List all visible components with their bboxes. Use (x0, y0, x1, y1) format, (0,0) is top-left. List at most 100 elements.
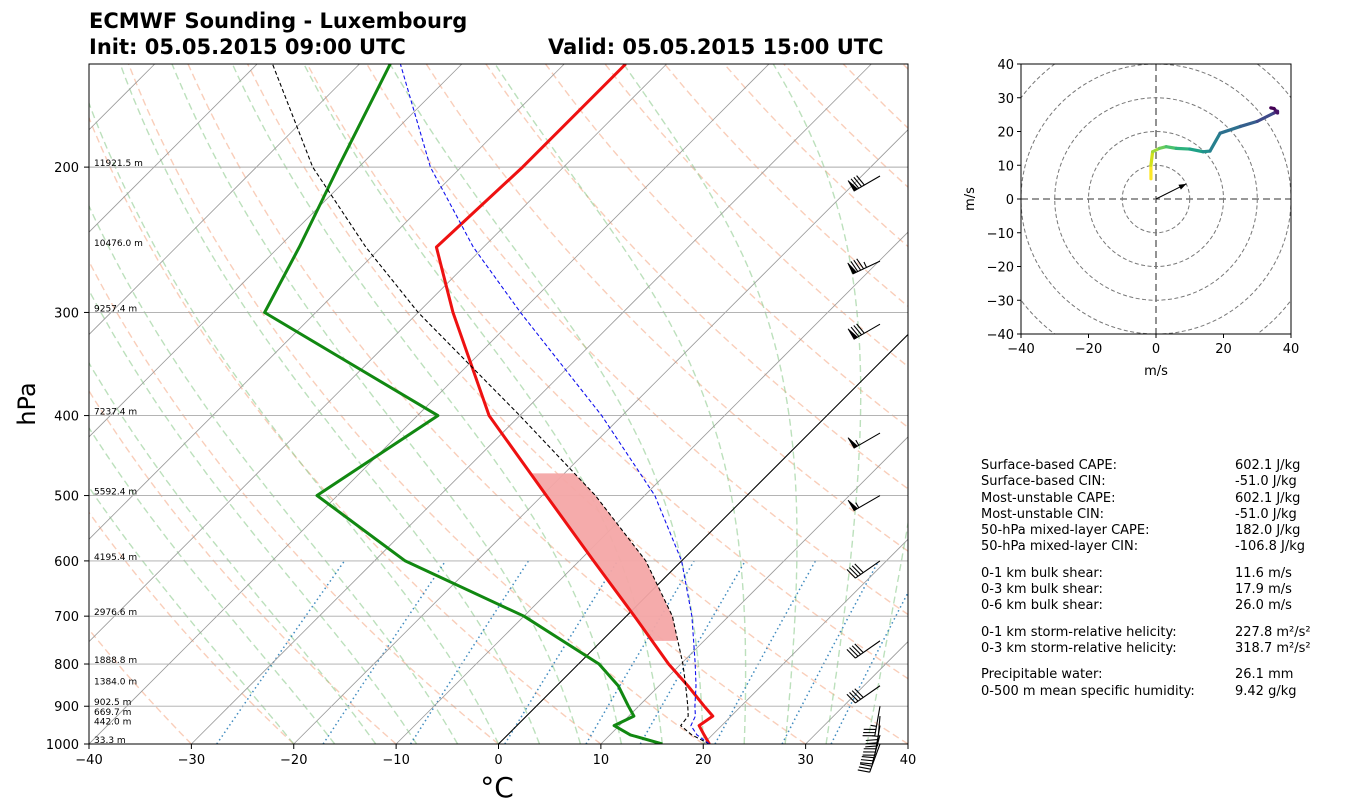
wind-barb (857, 743, 881, 773)
moist-adiabat (231, 64, 623, 744)
moist-adiabat (171, 64, 582, 744)
isotherm (191, 64, 872, 744)
barb-full (858, 766, 871, 770)
height-label: 669.7 m (94, 708, 131, 718)
barb-full (861, 755, 874, 759)
barb-full (850, 178, 860, 189)
height-label: 1888.8 m (94, 656, 137, 666)
stats-label: Precipitable water: (981, 667, 1103, 683)
barb-staff (853, 495, 881, 512)
chart-title: ECMWF Sounding - Luxembourg (89, 9, 468, 33)
zero-isotherm (498, 333, 908, 744)
hodograph-area (1021, 64, 1291, 334)
barb-flag (847, 499, 859, 512)
cape-area (530, 473, 678, 641)
hodograph-segment (1164, 145, 1178, 150)
barb-staff (874, 706, 881, 736)
hodo-y-tick-label: −10 (987, 227, 1014, 242)
stats-value: 602.1 J/kg (1235, 490, 1301, 506)
barb-flag (847, 437, 859, 449)
height-label: 10476.0 m (94, 239, 143, 249)
barb-full (865, 742, 878, 745)
moist-adiabat (866, 519, 908, 744)
barb-full (846, 569, 856, 579)
hodograph-segment (1269, 106, 1276, 111)
y-tick-label: 800 (54, 658, 79, 673)
stats-label: Most-unstable CAPE: (981, 490, 1116, 506)
x-tick-label: −20 (280, 753, 307, 768)
hodo-x-tick-label: 0 (1152, 342, 1160, 357)
barb-full (854, 563, 864, 573)
barb-staff (855, 640, 881, 659)
barb-full (860, 762, 873, 765)
barb-half (855, 439, 860, 446)
isotherm (89, 64, 565, 540)
y-tick-label: 900 (54, 700, 79, 715)
barb-full (856, 323, 865, 334)
height-label: 902.5 m (94, 698, 131, 708)
storm-motion-arrowhead (1178, 183, 1187, 190)
isotherm (89, 64, 258, 233)
barb-full (860, 759, 874, 762)
y-tick-label: 400 (54, 410, 79, 425)
stats-value: -106.8 J/kg (1235, 539, 1306, 555)
wind-barb (847, 258, 881, 275)
barb-full (865, 745, 878, 748)
height-label: 1384.0 m (94, 678, 137, 688)
x-tick-label: 20 (695, 753, 712, 768)
stats-value: 9.42 g/kg (1235, 683, 1297, 699)
y-tick-label: 600 (54, 555, 79, 570)
barb-staff (855, 560, 881, 579)
barb-staff (869, 743, 881, 773)
moist-adiabat (119, 64, 541, 744)
height-label: 2976.6 m (94, 608, 137, 618)
isotherm (395, 231, 908, 744)
moist-adiabat (772, 64, 862, 744)
barb-full (853, 259, 862, 271)
mixing-ratio-line (639, 560, 746, 744)
barb-full (850, 261, 859, 272)
barb-full (865, 739, 878, 742)
moist-adiabat (389, 64, 704, 744)
wind-barb (847, 432, 881, 449)
height-label: 11921.5 m (94, 159, 143, 169)
x-tick-label: 30 (797, 753, 814, 768)
barb-full (854, 688, 864, 698)
stats-label: Surface-based CAPE: (981, 458, 1117, 473)
hodo-x-tick-label: 40 (1283, 342, 1300, 357)
dry-adiabat (306, 64, 908, 680)
hodo-y-tick-label: −20 (987, 261, 1014, 276)
moist-adiabat (89, 204, 459, 744)
barb-full (846, 649, 856, 659)
x-tick-label: 0 (494, 753, 502, 768)
barb-full (851, 645, 862, 655)
dry-adiabat (127, 64, 704, 744)
stats-label: Most-unstable CIN: (981, 506, 1105, 522)
barb-full (853, 325, 862, 336)
dry-adiabat (664, 64, 908, 308)
hodo-x-tick-label: −20 (1075, 342, 1102, 357)
dry-adiabat (485, 64, 908, 490)
barb-full (856, 175, 865, 186)
hodograph-segment (1149, 150, 1155, 167)
stats-value: 182.0 J/kg (1235, 523, 1301, 539)
moist-adiabat (89, 288, 418, 744)
stats-label: 0-1 km bulk shear: (981, 565, 1103, 581)
hodo-y-tick-label: 30 (997, 92, 1014, 107)
y-tick-label: 200 (54, 161, 79, 176)
moist-adiabat (89, 426, 336, 744)
stats-label: Surface-based CIN: (981, 474, 1106, 490)
x-tick-label: 10 (593, 753, 610, 768)
stats-value: -51.0 J/kg (1235, 506, 1297, 522)
height-label: 9257.4 m (94, 304, 137, 314)
height-label: 33.3 m (94, 736, 126, 746)
hodo-y-tick-label: −30 (987, 294, 1014, 309)
barb-full (854, 643, 864, 653)
barb-staff (876, 716, 881, 747)
barb-full (856, 258, 865, 270)
wind-barb (847, 495, 881, 512)
barb-staff (853, 175, 881, 192)
barb-full (851, 565, 862, 575)
isotherm (89, 64, 463, 438)
stats-value: -51.0 J/kg (1235, 474, 1297, 490)
